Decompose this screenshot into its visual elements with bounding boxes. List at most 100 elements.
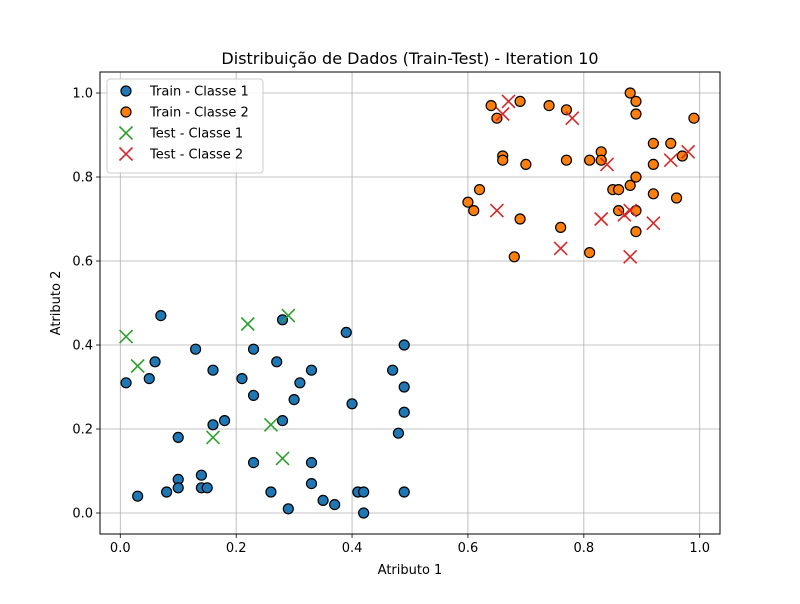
train-classe-2-point <box>630 108 642 120</box>
chart-title: Distribuição de Dados (Train-Test) - Ite… <box>221 49 598 68</box>
train-classe-1-point <box>172 431 184 443</box>
legend-marker <box>118 146 134 162</box>
legend-label: Train - Classe 1 <box>149 85 249 100</box>
test-classe-2-point <box>617 207 632 222</box>
train-classe-1-point <box>398 406 410 418</box>
train-classe-1-point <box>398 486 410 498</box>
legend-box <box>106 78 264 174</box>
train-classe-1-point <box>288 394 300 406</box>
test-classe-2-point <box>623 249 638 264</box>
x-tick-label: 0.4 <box>342 541 363 556</box>
train-classe-2-point <box>665 137 677 149</box>
train-classe-1-point <box>201 482 213 494</box>
train-classe-1-point <box>294 377 306 389</box>
x-tick-label: 0.0 <box>110 541 131 556</box>
test-classe-1-point <box>263 417 279 432</box>
test-classe-2-point <box>489 203 504 218</box>
train-classe-1-point <box>276 415 289 427</box>
x-tick-label: 0.6 <box>458 541 479 556</box>
train-classe-2-point <box>670 192 683 204</box>
test-classe-2-point <box>553 241 568 256</box>
tick-layer: 0.0 0.2 0.4 0.6 0.8 1.0 0.0 0.2 0.4 0.6 0.8 1.0 <box>72 87 710 557</box>
test-classe-2-point <box>501 94 516 109</box>
legend-marker <box>120 85 132 97</box>
x-tick-label: 0.8 <box>573 541 594 556</box>
train-classe-1-point <box>340 326 352 338</box>
train-classe-1-point <box>265 486 277 498</box>
test-classe-1-point <box>205 430 221 445</box>
train-classe-1-point <box>271 356 283 368</box>
train-classe-1-point <box>317 494 329 506</box>
train-classe-1-point <box>358 507 370 519</box>
train-classe-2-point <box>491 112 503 124</box>
train-classe-1-point <box>276 314 289 326</box>
y-tick-label: 0.0 <box>72 507 93 522</box>
x-tick-label: 1.0 <box>689 541 710 556</box>
train-classe-2-point <box>462 196 474 208</box>
train-classe-1-point <box>149 356 161 368</box>
point-layer <box>119 87 700 519</box>
train-classe-1-point <box>161 486 173 498</box>
train-classe-1-point <box>398 339 410 351</box>
train-classe-2-point <box>624 87 636 99</box>
train-classe-2-point <box>543 99 555 112</box>
y-tick-label: 1.0 <box>72 87 93 102</box>
train-classe-1-point <box>398 381 410 393</box>
train-classe-1-point <box>358 486 370 498</box>
train-classe-2-point <box>584 154 596 166</box>
train-classe-2-point <box>630 205 642 217</box>
legend: Train - Classe 1 Train - Classe 2 Test - C… <box>106 78 264 174</box>
train-classe-2-point <box>630 171 642 183</box>
x-axis-label: Atributo 1 <box>378 563 443 578</box>
train-classe-1-point <box>282 503 294 515</box>
train-classe-1-point <box>207 419 219 431</box>
train-classe-1-point <box>132 490 144 502</box>
train-classe-1-point <box>143 373 155 385</box>
train-classe-2-point <box>508 251 520 263</box>
train-classe-1-point <box>207 364 219 376</box>
test-classe-1-point <box>275 451 290 466</box>
train-classe-1-point <box>305 364 318 376</box>
train-classe-2-point <box>630 95 642 108</box>
train-classe-2-point <box>595 154 607 166</box>
y-tick-label: 0.4 <box>72 339 93 354</box>
train-classe-2-point <box>514 213 526 225</box>
train-classe-2-point <box>612 205 625 217</box>
legend-marker <box>120 106 132 118</box>
test-classe-2-point <box>623 203 638 218</box>
train-classe-1-point <box>236 373 248 385</box>
train-classe-2-point <box>647 158 659 170</box>
train-classe-2-point <box>630 226 642 238</box>
train-classe-2-point <box>560 154 573 166</box>
train-classe-1-point <box>329 499 341 511</box>
train-classe-2-point <box>676 150 688 162</box>
train-classe-2-point <box>647 188 659 200</box>
y-tick-label: 0.8 <box>72 171 93 186</box>
train-classe-2-point <box>624 179 636 191</box>
legend-label: Train - Classe 2 <box>149 106 249 121</box>
test-classe-2-point <box>565 111 580 126</box>
grid-layer <box>100 72 720 534</box>
y-axis-label: Atributo 2 <box>49 271 64 336</box>
test-classe-1-point <box>281 308 296 323</box>
train-classe-1-point <box>247 389 260 401</box>
train-classe-1-point <box>120 377 132 389</box>
train-classe-1-point <box>392 427 405 439</box>
train-classe-2-point <box>612 184 625 196</box>
y-tick-label: 0.2 <box>72 423 93 438</box>
train-classe-2-point <box>485 99 497 112</box>
test-classe-1-point <box>130 358 145 374</box>
x-tick-label: 0.2 <box>226 541 247 556</box>
train-classe-1-point <box>247 457 260 469</box>
train-classe-2-point <box>560 104 573 116</box>
train-classe-2-point <box>555 221 567 233</box>
test-classe-2-point <box>681 144 696 159</box>
train-classe-1-point <box>387 364 399 376</box>
train-classe-1-point <box>195 469 208 481</box>
test-classe-2-point <box>646 216 661 231</box>
test-classe-2-point <box>663 153 678 168</box>
test-classe-2-point <box>495 106 510 122</box>
test-classe-1-point <box>240 316 255 332</box>
